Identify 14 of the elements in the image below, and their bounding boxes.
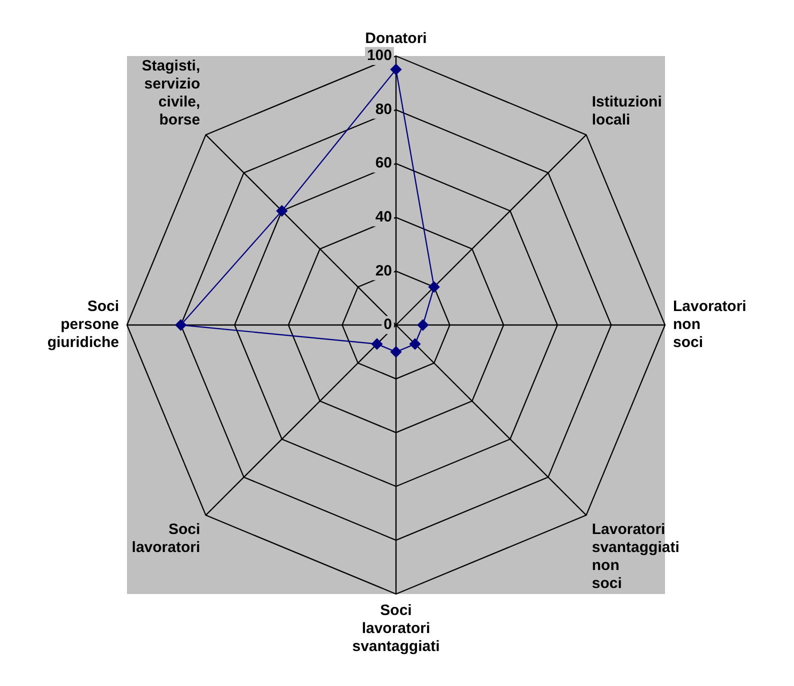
y-tick-label: 80 <box>375 100 392 118</box>
y-tick-label: 0 <box>384 316 392 334</box>
spoke-label: Soci lavoratori svantaggiati <box>352 602 440 656</box>
y-tick-label: 20 <box>375 262 392 280</box>
spoke-label: Lavoratori svantaggiati non soci <box>592 521 680 592</box>
spoke-label: Istituzioni locali <box>592 93 662 128</box>
spoke-label: Soci persone giuridiche <box>47 298 119 352</box>
spoke-label: Lavoratori non soci <box>673 298 746 352</box>
spoke-label: Donatori <box>365 30 427 48</box>
y-tick-label: 60 <box>375 154 392 172</box>
y-tick-label: 40 <box>375 208 392 226</box>
y-tick-label: 100 <box>366 47 392 64</box>
spoke-label: Stagisti, servizio civile, borse <box>142 57 200 128</box>
spoke-label: Soci lavoratori <box>132 521 200 556</box>
